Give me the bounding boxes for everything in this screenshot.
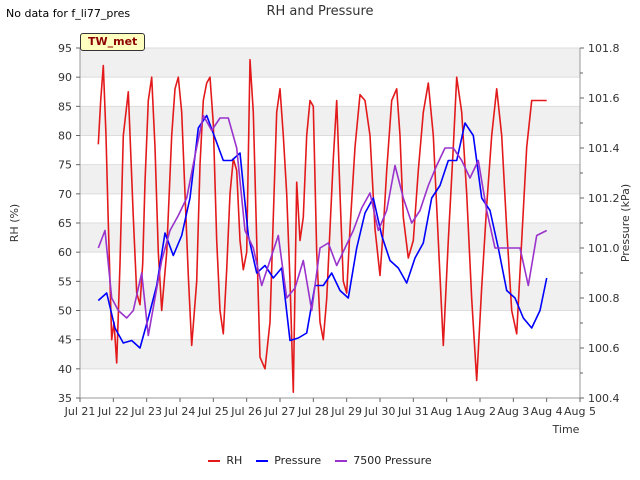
left-tick-label: 45 [58,334,72,347]
series-layer [97,58,548,394]
x-tick-label: Jul 22 [97,405,129,418]
y-axis-right-label: Pressure (kPa) [619,184,632,262]
background-band [80,48,580,78]
legend-item-rh: RH [208,454,242,467]
x-tick-label: Aug 3 [497,405,529,418]
right-tick-label: 100.8 [588,292,620,305]
legend: RH Pressure 7500 Pressure [0,454,640,467]
right-axis-ticks: 100.4 100.6 100.8 101.0 101.2 101.4 101.6 101.8 [580,42,620,405]
left-tick-label: 70 [58,188,72,201]
legend-label-7500-pressure: 7500 Pressure [353,454,432,467]
x-tick-label: Aug 1 [431,405,463,418]
left-tick-label: 95 [58,42,72,55]
left-tick-label: 80 [58,130,72,143]
right-tick-label: 100.6 [588,342,620,355]
no-data-note: No data for f_li77_pres [6,7,131,20]
chart-title: RH and Pressure [266,4,374,19]
x-tick-label: Jul 24 [164,405,196,418]
x-tick-label: Jul 28 [297,405,329,418]
x-tick-label: Jul 31 [397,405,429,418]
x-tick-label: Aug 4 [531,405,563,418]
background-band [80,106,580,136]
right-tick-label: 101.6 [588,92,620,105]
legend-label-pressure: Pressure [274,454,322,467]
x-tick-label: Jul 29 [330,405,362,418]
series-line-7500-pressure [97,114,548,337]
background-band [80,164,580,194]
x-axis-label: Time [552,423,580,436]
right-tick-label: 101.2 [588,192,620,205]
left-tick-label: 55 [58,275,72,288]
x-tick-label: Jul 23 [130,405,162,418]
legend-swatch-rh [208,459,221,462]
x-tick-label: Jul 21 [64,405,96,418]
background-band [80,339,580,369]
y-axis-left-label: RH (%) [8,204,21,242]
x-tick-label: Jul 27 [264,405,296,418]
left-tick-label: 50 [58,305,72,318]
left-axis-ticks: 35 40 45 50 55 60 65 70 75 80 85 90 95 [58,42,80,405]
x-tick-label: Jul 30 [364,405,396,418]
right-tick-label: 100.4 [588,392,620,405]
x-axis-ticks: Jul 21 Jul 22 Jul 23 Jul 24 Jul 25 Jul 26 Jul … [64,398,596,418]
legend-label-rh: RH [226,454,243,467]
x-tick-label: Jul 25 [197,405,229,418]
legend-item-7500-pressure: 7500 Pressure [335,454,432,467]
left-tick-label: 90 [58,71,72,84]
x-tick-label: Aug 5 [564,405,596,418]
site-label-badge: TW_met [80,33,146,51]
x-tick-label: Aug 2 [464,405,496,418]
left-tick-label: 35 [58,392,72,405]
left-tick-label: 60 [58,246,72,259]
legend-swatch-7500-pressure [335,459,348,462]
right-tick-label: 101.4 [588,142,620,155]
left-tick-label: 40 [58,363,72,376]
x-tick-label: Jul 26 [230,405,262,418]
left-tick-label: 85 [58,100,72,113]
right-tick-label: 101.0 [588,242,620,255]
left-tick-label: 65 [58,217,72,230]
left-tick-label: 75 [58,159,72,172]
right-tick-label: 101.8 [588,42,620,55]
legend-item-pressure: Pressure [256,454,321,467]
series-line-pressure [97,114,548,349]
legend-swatch-pressure [256,459,269,462]
